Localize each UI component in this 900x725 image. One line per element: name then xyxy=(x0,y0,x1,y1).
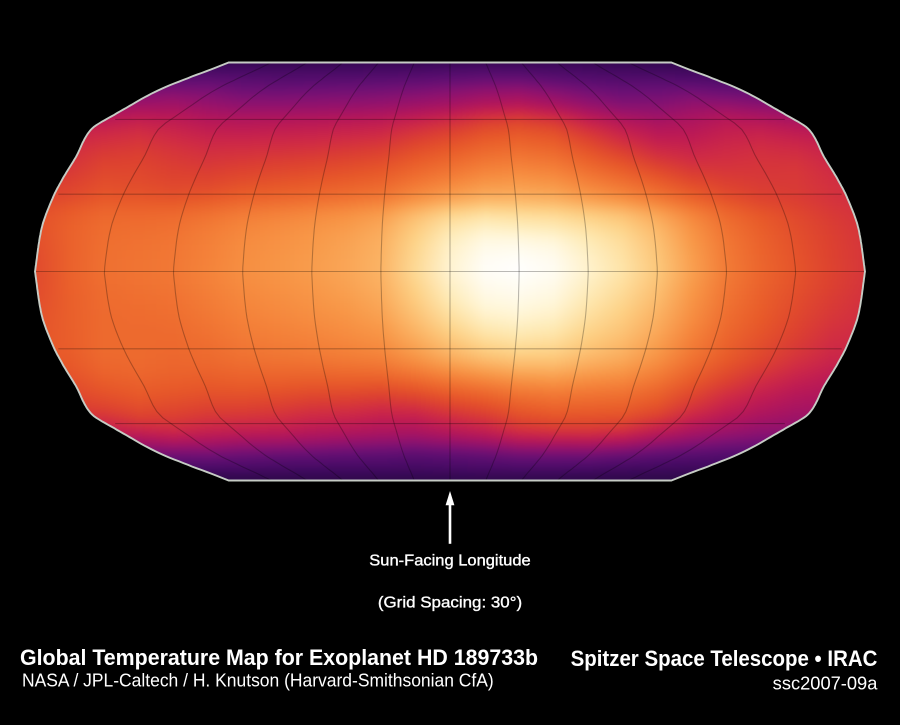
svg-text:Spitzer Space Telescope • IRAC: Spitzer Space Telescope • IRAC xyxy=(571,646,878,671)
svg-text:Sun-Facing Longitude: Sun-Facing Longitude xyxy=(369,553,530,570)
svg-text:NASA / JPL-Caltech / H. Knutso: NASA / JPL-Caltech / H. Knutson (Harvard… xyxy=(22,671,494,691)
svg-text:ssc2007-09a: ssc2007-09a xyxy=(773,674,879,694)
svg-text:Global Temperature Map for Exo: Global Temperature Map for Exoplanet HD … xyxy=(20,645,538,670)
svg-text:(Grid Spacing: 30°): (Grid Spacing: 30°) xyxy=(378,595,522,612)
